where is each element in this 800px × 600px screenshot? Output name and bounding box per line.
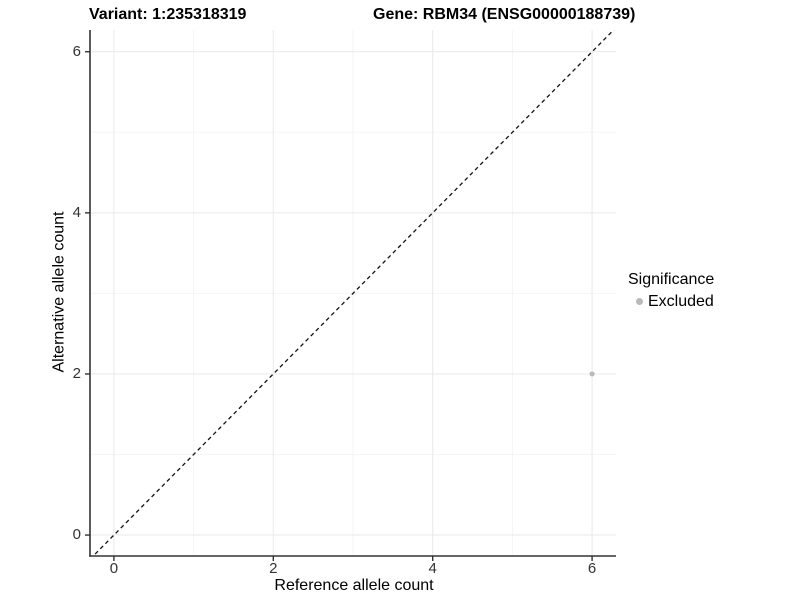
legend-item-label: Excluded — [648, 293, 714, 310]
y-tick-label: 4 — [72, 203, 81, 221]
data-point — [589, 371, 595, 377]
y-tick-label: 6 — [72, 42, 81, 60]
identity-line — [92, 30, 615, 556]
x-tick-label: 0 — [109, 560, 119, 577]
x-tick-label: 6 — [587, 560, 597, 577]
legend: Significance Excluded — [628, 270, 714, 311]
y-tick-label: 0 — [72, 526, 81, 544]
plot-title-gene: Gene: RBM34 (ENSG00000188739) — [373, 6, 636, 23]
excluded-point-icon — [636, 298, 643, 305]
plot-title-variant: Variant: 1:235318319 — [89, 6, 247, 23]
y-axis-title: Alternative allele count — [50, 211, 68, 373]
legend-title: Significance — [628, 271, 715, 288]
x-axis-title: Reference allele count — [274, 577, 434, 594]
legend-item: Excluded — [628, 292, 714, 311]
x-tick-label: 2 — [269, 560, 278, 577]
x-tick-label: 4 — [428, 560, 437, 577]
y-tick-label: 2 — [72, 364, 81, 382]
